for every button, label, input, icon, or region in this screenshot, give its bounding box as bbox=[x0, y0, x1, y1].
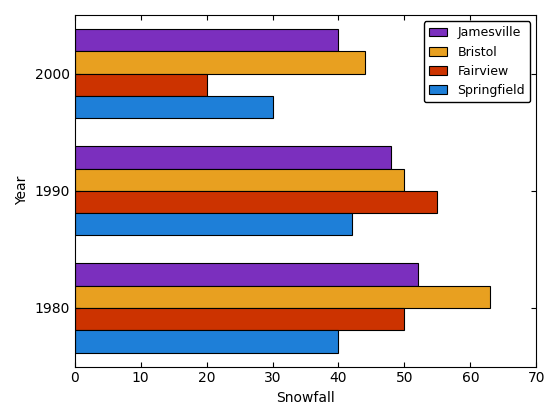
Y-axis label: Year: Year bbox=[15, 176, 29, 205]
Bar bbox=[75, 263, 418, 286]
Bar bbox=[75, 29, 338, 51]
Bar bbox=[75, 74, 207, 96]
Bar bbox=[75, 330, 338, 352]
Bar bbox=[75, 213, 352, 235]
Bar bbox=[75, 96, 273, 118]
Bar bbox=[75, 168, 404, 191]
Bar bbox=[75, 286, 490, 308]
Legend: Jamesville, Bristol, Fairview, Springfield: Jamesville, Bristol, Fairview, Springfie… bbox=[423, 21, 530, 102]
Bar bbox=[75, 146, 391, 168]
X-axis label: Snowfall: Snowfall bbox=[276, 391, 335, 405]
Bar bbox=[75, 51, 365, 74]
Bar bbox=[75, 308, 404, 330]
Bar bbox=[75, 191, 437, 213]
